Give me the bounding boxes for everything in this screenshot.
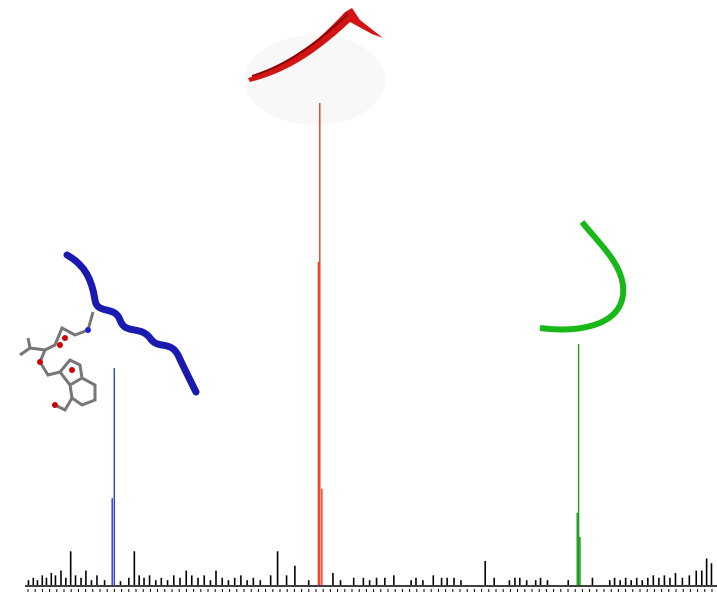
red-structure — [245, 8, 385, 125]
molecule — [19, 311, 97, 412]
green-structure — [539, 220, 627, 333]
blue-structure — [63, 251, 200, 396]
axis-ticks — [27, 589, 713, 592]
